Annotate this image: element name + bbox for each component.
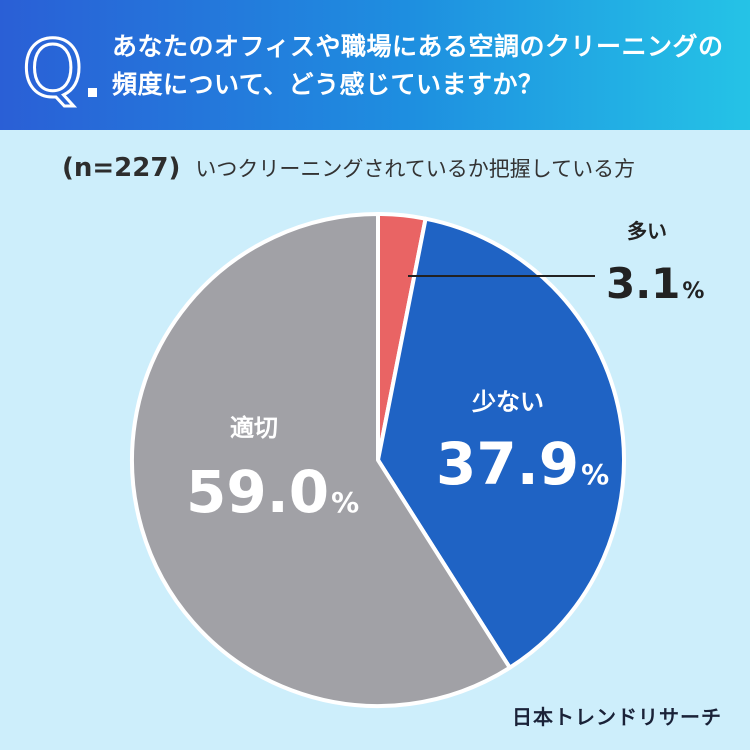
subtitle: (n=227) いつクリーニングされているか把握している方: [62, 148, 635, 190]
brand-logo: 日本トレンドリサーチ: [512, 705, 722, 729]
slice-label-0: 多い: [627, 219, 667, 243]
slice-value-1: 37.9%: [436, 430, 609, 498]
q-letter: Q: [22, 26, 83, 112]
slice-label-1: 少ない: [471, 388, 544, 416]
question-text: あなたのオフィスや職場にある空調のクリーニングの頻度について、どう感じていますか…: [112, 32, 724, 99]
slice-value-2: 59.0%: [186, 458, 359, 526]
q-dot: [88, 88, 97, 97]
pie-slice-2: [130, 212, 512, 708]
slice-value-0: 3.1%: [606, 259, 704, 308]
q-letter-icon: Q: [21, 26, 97, 112]
slice-label-2: 適切: [230, 414, 278, 442]
subtitle-text: いつクリーニングされているか把握している方: [195, 157, 636, 181]
header-banner: Q あなたのオフィスや職場にある空調のクリーニングの頻度について、どう感じていま…: [0, 0, 750, 130]
sample-size-label: (n=227): [62, 153, 181, 183]
